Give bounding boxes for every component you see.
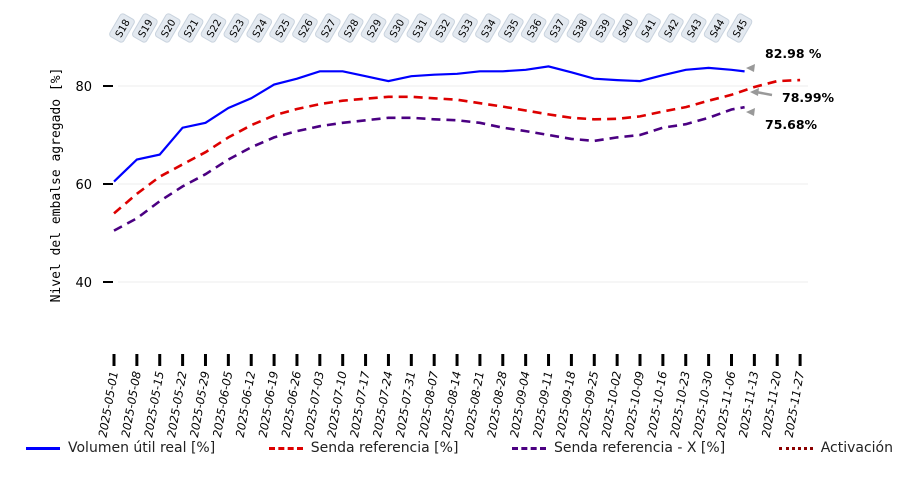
week-label: S29	[360, 13, 387, 43]
x-tick-label: 2025-06-12	[233, 370, 258, 438]
week-label: S43	[680, 13, 707, 43]
x-tick-label: 2025-09-11	[530, 370, 555, 438]
annotation-arrow	[746, 64, 755, 72]
x-tick-label: 2025-07-24	[370, 370, 395, 438]
x-tick-label: 2025-11-20	[759, 370, 784, 438]
week-label: S23	[223, 13, 250, 43]
week-label: S35	[497, 13, 524, 43]
series-line-0	[113, 65, 745, 183]
legend-label: Senda referencia - X [%]	[553, 440, 726, 456]
legend-label: Activación	[820, 440, 893, 456]
y-tick-label: 60	[75, 178, 92, 193]
week-label: S31	[406, 13, 433, 43]
x-tick-label: 2025-10-30	[690, 370, 715, 438]
week-label: S40	[612, 13, 638, 43]
week-label: S34	[475, 13, 501, 43]
legend: Volumen útil real [%] Senda referencia […	[0, 440, 921, 456]
week-label: S37	[543, 13, 570, 43]
annotation-arrow	[746, 108, 755, 116]
week-label: S45	[726, 13, 753, 43]
x-tick-label: 2025-05-08	[118, 370, 143, 438]
week-label: S44	[703, 13, 730, 43]
annotation-label: 82.98 %	[765, 46, 822, 61]
x-tick-label: 2025-11-13	[736, 370, 761, 438]
week-label: S28	[337, 13, 364, 43]
week-label: S39	[589, 13, 616, 43]
x-tick-label: 2025-09-04	[507, 370, 532, 438]
week-label: S33	[452, 13, 478, 43]
x-tick-label: 2025-05-15	[141, 370, 166, 438]
x-tick-label: 2025-06-19	[256, 370, 281, 438]
week-label: S22	[200, 13, 227, 43]
week-label: S36	[520, 13, 547, 43]
legend-item-senda-x: Senda referencia - X [%]	[511, 440, 726, 456]
week-label: S41	[635, 13, 661, 43]
x-tick-label: 2025-10-02	[599, 370, 624, 438]
y-axis-label: Nivel del embalse agregado [%]	[49, 68, 64, 303]
week-label: S30	[383, 13, 410, 43]
week-label: S26	[292, 13, 318, 43]
annotation-arrow	[750, 88, 759, 96]
x-tick-label: 2025-08-14	[439, 370, 464, 438]
legend-label: Senda referencia [%]	[310, 440, 459, 456]
x-tick-label: 2025-10-16	[644, 370, 669, 438]
week-label: S18	[109, 13, 135, 43]
x-tick-label: 2025-11-06	[713, 370, 738, 438]
series-line-1	[113, 78, 801, 215]
week-label: S32	[429, 13, 456, 43]
legend-item-activacion: Activación	[778, 440, 893, 456]
x-tick-label: 2025-07-03	[301, 370, 326, 438]
week-label: S27	[314, 13, 341, 43]
x-tick-label: 2025-09-18	[553, 370, 578, 438]
week-label: S21	[177, 13, 204, 43]
x-tick-label: 2025-08-21	[461, 370, 486, 438]
legend-label: Volumen útil real [%]	[68, 440, 216, 456]
x-tick-label: 2025-07-31	[393, 370, 418, 438]
x-tick-label: 2025-07-17	[347, 369, 373, 438]
annotation-label: 75.68%	[765, 117, 818, 132]
week-label: S25	[269, 13, 295, 43]
x-tick-label: 2025-05-22	[164, 370, 189, 438]
x-tick-label: 2025-08-07	[416, 369, 442, 438]
x-tick-label: 2025-10-09	[622, 370, 647, 438]
y-tick-label: 80	[75, 80, 92, 95]
x-tick-label: 2025-08-28	[484, 370, 509, 438]
week-label: S20	[154, 13, 181, 43]
annotation-label: 78.99%	[782, 90, 835, 105]
x-tick-label: 2025-07-10	[324, 370, 349, 438]
x-tick-label: 2025-11-27	[782, 369, 808, 438]
series-line-2	[113, 105, 745, 232]
annotation-arrow-shaft	[755, 90, 773, 97]
x-tick-label: 2025-06-26	[279, 370, 304, 438]
x-tick-label: 2025-09-25	[576, 370, 601, 438]
week-label: S38	[566, 13, 593, 43]
x-tick-label: 2025-05-01	[96, 370, 121, 438]
week-label: S19	[132, 13, 158, 43]
week-label: S42	[658, 13, 684, 43]
legend-item-senda: Senda referencia [%]	[268, 440, 459, 456]
legend-item-real: Volumen útil real [%]	[26, 440, 215, 456]
x-tick-label: 2025-06-05	[210, 370, 235, 438]
week-label: S24	[246, 13, 273, 43]
x-tick-label: 2025-10-23	[667, 370, 692, 438]
y-tick-label: 40	[75, 276, 92, 291]
x-tick-label: 2025-05-29	[187, 370, 212, 438]
